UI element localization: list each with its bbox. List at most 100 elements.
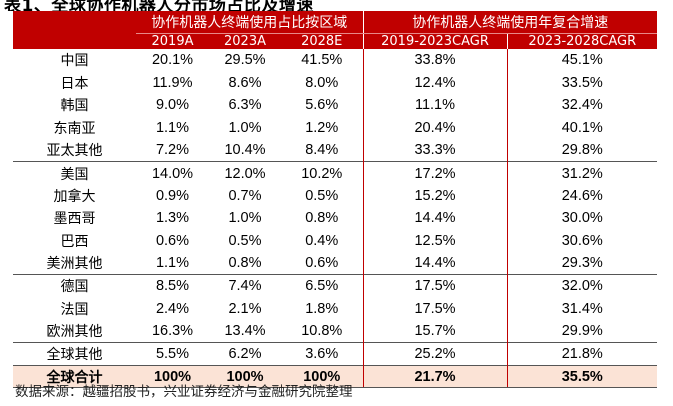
value-cell: 11.1% [362, 94, 507, 117]
value-cell: 0.9% [155, 187, 190, 204]
value-cell: 30.6% [506, 229, 657, 253]
value-cell: 32.4% [506, 94, 657, 117]
value-cell: 20.1% [151, 52, 194, 69]
header-col-2028e: 2028E [281, 33, 363, 49]
value-cell: 10.2% [281, 161, 363, 185]
value-cell: 31.2% [506, 161, 657, 185]
value-cell: 2.1% [228, 300, 262, 317]
value-cell: 0.8% [228, 255, 262, 272]
table-body: 中国 20.1% 29.5% 41.5% 33.8% 45.1% 日本 11.9% 8.6% 8.… [13, 49, 657, 389]
value-cell: 0.4% [305, 233, 339, 250]
region-cell: 美国 [13, 161, 136, 185]
value-cell: 100% [281, 364, 363, 389]
header-col-cagr-2019-2023: 2019-2023CAGR [362, 33, 507, 49]
value-cell: 17.5% [362, 274, 507, 298]
value-cell: 0.5% [305, 187, 339, 204]
title-clip: 表1、全球协作机器人分市场占比及增速 [0, 0, 673, 11]
table-row: 日本 11.9% 8.6% 8.0% 12.4% 33.5% [13, 71, 657, 95]
value-cell: 1.0% [228, 210, 262, 227]
header-region-blank-2 [13, 33, 136, 49]
region-cell: 中国 [60, 53, 89, 70]
value-cell: 6.3% [228, 97, 262, 114]
value-cell: 0.8% [305, 210, 339, 227]
value-cell: 100% [136, 364, 209, 389]
value-cell: 0.6% [155, 233, 190, 250]
value-cell: 29.8% [506, 139, 657, 162]
value-cell: 33.5% [506, 71, 657, 95]
value-cell: 6.2% [209, 342, 281, 366]
value-cell: 15.7% [362, 320, 507, 343]
value-cell: 11.9% [152, 74, 193, 91]
data-table: 协作机器人终端使用占比按区域 协作机器人终端使用年复合增速 2019A 2023… [13, 11, 657, 389]
value-cell: 29.9% [506, 320, 657, 343]
value-cell: 16.3% [151, 323, 194, 340]
table-title: 表1、全球协作机器人分市场占比及增速 [4, 0, 314, 11]
header-region-blank [13, 11, 136, 33]
region-cell: 巴西 [60, 234, 89, 251]
value-cell: 12.5% [362, 229, 507, 253]
table-row: 巴西 0.6% 0.5% 0.4% 12.5% 30.6% [13, 229, 657, 253]
region-cell: 美洲其他 [46, 256, 103, 273]
value-cell: 35.5% [506, 364, 657, 389]
value-cell: 1.1% [155, 120, 190, 137]
table-row: 全球其他 5.5% 6.2% 3.6% 25.2% 21.8% [13, 342, 657, 366]
table-row: 中国 20.1% 29.5% 41.5% 33.8% 45.1% [13, 49, 657, 72]
value-cell: 10.4% [224, 142, 266, 159]
value-cell: 7.4% [209, 274, 281, 298]
value-cell: 1.0% [228, 120, 262, 137]
value-cell: 14.4% [362, 207, 507, 230]
region-cell: 东南亚 [53, 121, 96, 138]
value-cell: 1.1% [155, 255, 190, 272]
value-cell: 7.2% [155, 142, 190, 159]
value-cell: 31.4% [506, 297, 657, 321]
header-share-group: 协作机器人终端使用占比按区域 [136, 11, 363, 34]
value-cell: 45.1% [506, 49, 657, 72]
region-cell: 日本 [60, 75, 89, 92]
total-row: 全球合计 100% 100% 100% 21.7% 35.5% [13, 364, 657, 389]
value-cell: 14.0% [136, 161, 209, 185]
value-cell: 15.2% [362, 184, 507, 208]
header-col-2023a: 2023A [209, 33, 281, 49]
value-cell: 24.6% [506, 184, 657, 208]
table-row: 美国 14.0% 12.0% 10.2% 17.2% 31.2% [13, 161, 657, 185]
value-cell: 13.4% [224, 323, 266, 340]
region-cell: 德国 [13, 274, 136, 298]
table-row: 墨西哥 1.3% 1.0% 0.8% 14.4% 30.0% [13, 207, 657, 230]
value-cell: 0.5% [228, 233, 262, 250]
header-row-columns: 2019A 2023A 2028E 2019-2023CAGR 2023-202… [13, 33, 657, 49]
region-cell: 韩国 [60, 98, 89, 115]
value-cell: 21.8% [506, 342, 657, 366]
value-cell: 33.8% [362, 49, 507, 72]
value-cell: 21.7% [362, 364, 507, 389]
value-cell: 5.5% [136, 342, 209, 366]
value-cell: 8.6% [228, 74, 262, 91]
table-row: 美洲其他 1.1% 0.8% 0.6% 14.4% 29.3% [13, 252, 657, 275]
value-cell: 17.5% [362, 297, 507, 321]
value-cell: 29.3% [506, 252, 657, 275]
value-cell: 1.8% [305, 300, 339, 317]
region-cell: 墨西哥 [53, 211, 96, 228]
header-col-2019a: 2019A [136, 33, 209, 49]
region-cell: 亚太其他 [46, 143, 103, 160]
value-cell: 9.0% [155, 97, 190, 114]
table-row: 德国 8.5% 7.4% 6.5% 17.5% 32.0% [13, 274, 657, 298]
table-row: 亚太其他 7.2% 10.4% 8.4% 33.3% 29.8% [13, 139, 657, 162]
value-cell: 10.8% [301, 323, 343, 340]
value-cell: 25.2% [362, 342, 507, 366]
source-note: 数据来源：越疆招股书，兴业证券经济与金融研究院整理 [15, 384, 353, 400]
value-cell: 3.6% [281, 342, 363, 366]
value-cell: 1.3% [155, 210, 190, 227]
value-cell: 32.0% [506, 274, 657, 298]
value-cell: 40.1% [506, 116, 657, 140]
value-cell: 8.4% [305, 142, 339, 159]
table-row: 法国 2.4% 2.1% 1.8% 17.5% 31.4% [13, 297, 657, 321]
value-cell: 5.6% [305, 97, 339, 114]
header-cagr-group: 协作机器人终端使用年复合增速 [362, 11, 657, 34]
value-cell: 8.5% [136, 274, 209, 298]
value-cell: 12.0% [209, 161, 281, 185]
header-col-cagr-2023-2028: 2023-2028CAGR [506, 33, 657, 49]
value-cell: 1.2% [305, 120, 339, 137]
value-cell: 12.4% [362, 71, 507, 95]
header-row-group: 协作机器人终端使用占比按区域 协作机器人终端使用年复合增速 [13, 11, 657, 34]
value-cell: 2.4% [155, 300, 190, 317]
